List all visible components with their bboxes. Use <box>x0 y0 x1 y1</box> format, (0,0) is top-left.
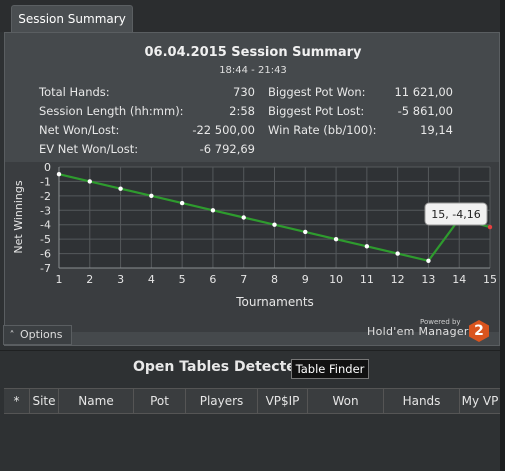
window-edge <box>500 0 505 471</box>
y-axis-ticks: 0-1 -2-3 -4-5 -6-7 <box>40 161 51 275</box>
data-point <box>210 208 216 213</box>
data-point <box>333 236 339 242</box>
x-tick-label: 8 <box>271 273 278 286</box>
x-axis-ticks: 1 2 3 4 5 6 7 8 9 10 11 12 13 14 15 <box>56 273 498 286</box>
open-tables-header: * Site Name Pot Players VP$IP Won Hands … <box>4 388 500 414</box>
stat-label: EV Net Won/Lost: <box>39 142 139 156</box>
data-point <box>56 172 62 177</box>
stat-label: Total Hands: <box>39 85 110 99</box>
col-header[interactable]: VP$IP <box>257 389 307 413</box>
section-divider <box>0 350 500 351</box>
stat-label: Net Won/Lost: <box>39 123 120 137</box>
stat-value: 11 621,00 <box>394 85 453 99</box>
stat-value: 730 <box>233 85 255 99</box>
x-tick-label: 11 <box>360 273 374 286</box>
data-point <box>272 222 277 227</box>
x-tick-label: 1 <box>56 273 63 286</box>
y-axis-label: Net Winnings <box>12 180 25 253</box>
y-tick-label: -7 <box>40 262 51 275</box>
x-tick-label: 15 <box>483 273 497 286</box>
stat-label: Win Rate (bb/100): <box>268 123 377 137</box>
stat-label: Biggest Pot Won: <box>268 85 366 99</box>
col-header[interactable]: My VP <box>459 389 500 413</box>
chevron-up-icon: ˄ <box>9 330 15 341</box>
col-header[interactable]: Hands <box>383 389 459 413</box>
stat-value: 19,14 <box>420 123 453 137</box>
data-point <box>87 179 92 184</box>
x-tick-label: 12 <box>391 273 405 286</box>
stat-value: -22 500,00 <box>192 123 255 137</box>
data-point <box>395 251 400 256</box>
x-tick-label: 13 <box>421 273 435 286</box>
powered-by-text: Powered by <box>420 318 461 326</box>
x-tick-label: 4 <box>148 273 155 286</box>
y-tick-label: 0 <box>44 162 51 174</box>
y-tick-label: -5 <box>40 233 51 246</box>
data-point <box>149 193 154 199</box>
data-point <box>241 215 246 220</box>
chart-tooltip: 15, -4,16 <box>424 202 488 226</box>
hm2-logo-icon: 2 <box>469 320 489 342</box>
col-header[interactable]: Site <box>29 389 58 413</box>
stat-value: -5 861,00 <box>397 104 453 118</box>
holdem-manager-logo-text: Hold'em Manager <box>367 325 469 338</box>
session-summary-panel: 06.04.2015 Session Summary 18:44 - 21:43… <box>4 32 500 346</box>
stat-label: Biggest Pot Lost: <box>268 104 365 118</box>
x-tick-label: 14 <box>452 273 466 286</box>
data-point <box>487 224 493 230</box>
x-axis-label: Tournaments <box>235 295 314 309</box>
chart-series <box>56 172 493 263</box>
y-tick-label: -3 <box>40 204 51 217</box>
options-label: Options <box>20 328 63 341</box>
tab-bar: Session Summary <box>0 0 505 32</box>
col-header[interactable]: Name <box>58 389 133 413</box>
x-tick-label: 10 <box>329 273 343 286</box>
x-tick-label: 2 <box>86 273 93 286</box>
x-tick-label: 9 <box>302 273 309 286</box>
x-tick-label: 7 <box>240 273 247 286</box>
summary-time-range: 18:44 - 21:43 <box>219 65 287 76</box>
y-tick-label: -1 <box>40 175 51 188</box>
y-tick-label: -2 <box>40 190 51 203</box>
stat-label: Session Length (hh:mm): <box>39 104 184 118</box>
stat-value: 2:58 <box>229 104 255 118</box>
y-tick-label: -4 <box>40 219 51 232</box>
tab-session-summary[interactable]: Session Summary <box>11 5 133 32</box>
data-point <box>179 200 185 206</box>
stat-value: -6 792,69 <box>199 142 255 156</box>
tooltip-text: 15, -4,16 <box>431 208 480 221</box>
y-tick-label: -6 <box>40 248 51 261</box>
col-header[interactable]: Players <box>185 389 257 413</box>
options-toggle[interactable]: ˄ Options <box>3 325 72 345</box>
data-point <box>426 258 431 263</box>
x-tick-label: 5 <box>179 273 186 286</box>
open-tables-title: Open Tables Detected <box>133 359 306 375</box>
chart-svg: 0-1-2-3-4-5-6-7 1 2 3 4 5 6 7 8 9 10 11 12 13 14 15 To… <box>5 161 499 332</box>
col-header[interactable]: * <box>13 394 20 408</box>
data-point <box>118 186 123 191</box>
data-point <box>364 244 370 249</box>
col-header[interactable]: Won <box>307 389 383 413</box>
table-finder-button[interactable]: Table Finder <box>291 359 369 379</box>
summary-title: 06.04.2015 Session Summary <box>144 45 362 60</box>
chart-grid <box>58 166 491 269</box>
open-tables-body <box>4 414 500 471</box>
data-point <box>303 229 308 235</box>
x-tick-label: 3 <box>117 273 124 286</box>
x-tick-label: 6 <box>209 273 216 286</box>
col-header[interactable]: Pot <box>133 389 185 413</box>
net-winnings-chart[interactable]: 0 -1 -2 -3 -4 -5 -6 -7 1 2 3 4 5 6 7 8 9 10 11 12 13 14 15 To… <box>5 161 499 332</box>
tooltip-box <box>424 202 488 226</box>
